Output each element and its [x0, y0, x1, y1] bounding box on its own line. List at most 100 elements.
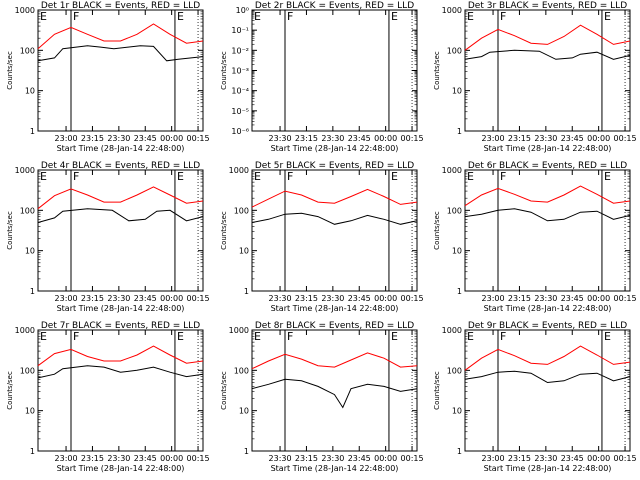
y-axis-label: Counts/sec [220, 211, 228, 250]
x-axis-label: Start Time (28-Jan-14 22:48:00) [57, 304, 185, 313]
series-line-events [464, 49, 631, 60]
x-tick-label: 23:30 [534, 134, 557, 143]
x-tick-label: 00:00 [374, 134, 397, 143]
chart-panel-8: Det 8r BLACK = Events, RED = LLD Counts/s… [220, 321, 424, 473]
y-tick-label: 1 [457, 287, 462, 296]
y-axis-label: Counts/sec [6, 211, 14, 250]
marker-label: E [391, 330, 398, 343]
x-axis-label: Start Time (28-Jan-14 22:48:00) [57, 464, 185, 473]
series-line-events [464, 208, 631, 222]
series-line-lld [251, 352, 418, 370]
x-tick-label: 00:15 [401, 454, 424, 463]
y-axis-label: Counts/sec [220, 51, 228, 90]
x-tick-label: 23:30 [269, 454, 292, 463]
marker-label: E [467, 170, 474, 183]
y-tick-label: 1000 [442, 6, 462, 15]
y-axis-label: Counts/sec [6, 371, 14, 410]
y-tick-label: 100 [447, 366, 462, 375]
x-tick-label: 23:45 [561, 134, 584, 143]
x-tick-label: 23:00 [482, 134, 505, 143]
x-tick-label: 23:00 [482, 294, 505, 303]
y-tick-label: 1000 [15, 6, 35, 15]
marker-label: E [40, 10, 47, 23]
x-tick-label: 23:15 [508, 454, 531, 463]
y-tick-label: 100 [447, 46, 462, 55]
plot-frame [464, 9, 631, 132]
x-tick-label: 23:15 [81, 134, 104, 143]
x-axis-label: Start Time (28-Jan-14 22:48:00) [271, 144, 399, 153]
x-tick-label: 23:45 [348, 454, 371, 463]
chart-panel-9: Det 9r BLACK = Events, RED = LLD Counts/s… [433, 321, 637, 473]
marker-label: F [500, 330, 506, 343]
marker-label: F [73, 330, 79, 343]
y-tick-label: 10 [25, 87, 35, 96]
y-tick-label: 1 [30, 447, 35, 456]
x-tick-label: 23:15 [81, 454, 104, 463]
plot-frame [251, 9, 418, 132]
series-line-events [251, 212, 418, 225]
series-line-lld [251, 188, 418, 208]
x-tick-label: 23:15 [508, 134, 531, 143]
series-line-lld [37, 186, 204, 210]
chart-panel-4: Det 4r BLACK = Events, RED = LLD Counts/s… [6, 161, 210, 313]
series-line-events [251, 378, 418, 409]
series-line-lld [464, 24, 631, 51]
x-tick-label: 00:00 [160, 294, 183, 303]
chart-panel-6: Det 6r BLACK = Events, RED = LLD Counts/s… [433, 161, 637, 313]
marker-label: F [500, 170, 506, 183]
marker-label: E [604, 330, 611, 343]
x-axis-label: Start Time (28-Jan-14 22:48:00) [484, 144, 612, 153]
y-tick-label: 1 [30, 127, 35, 136]
marker-label: E [177, 10, 184, 23]
y-tick-label: 100 [20, 366, 35, 375]
x-tick-label: 23:45 [348, 294, 371, 303]
plot-frame [464, 169, 631, 292]
y-tick-label: 10⁰ [236, 6, 249, 15]
x-tick-label: 23:30 [534, 294, 557, 303]
marker-label: E [40, 170, 47, 183]
y-tick-label: 10 [452, 407, 462, 416]
x-tick-label: 23:45 [348, 134, 371, 143]
y-tick-label: 10 [239, 407, 249, 416]
plot-frame [251, 329, 418, 452]
x-tick-label: 23:00 [55, 294, 78, 303]
x-tick-label: 00:15 [614, 294, 637, 303]
marker-label: E [467, 330, 474, 343]
y-tick-label: 10⁻⁴ [231, 87, 249, 96]
x-tick-label: 23:30 [534, 454, 557, 463]
x-tick-label: 00:00 [587, 454, 610, 463]
y-tick-label: 1 [244, 287, 249, 296]
y-axis-label: Counts/sec [433, 211, 441, 250]
plot-frame [464, 329, 631, 452]
x-tick-label: 00:15 [187, 454, 210, 463]
y-tick-label: 1 [30, 287, 35, 296]
x-axis-label: Start Time (28-Jan-14 22:48:00) [484, 304, 612, 313]
x-tick-label: 23:45 [134, 134, 157, 143]
y-tick-label: 100 [447, 206, 462, 215]
marker-label: E [254, 170, 261, 183]
y-tick-label: 100 [20, 206, 35, 215]
x-tick-label: 00:15 [401, 134, 424, 143]
marker-label: E [604, 10, 611, 23]
x-tick-label: 23:30 [321, 454, 344, 463]
x-tick-label: 23:30 [321, 294, 344, 303]
y-tick-label: 100 [234, 366, 249, 375]
x-tick-label: 23:30 [107, 294, 130, 303]
x-axis-label: Start Time (28-Jan-14 22:48:00) [271, 304, 399, 313]
marker-label: E [467, 10, 474, 23]
plot-frame [251, 169, 418, 292]
x-tick-label: 23:30 [107, 134, 130, 143]
x-tick-label: 23:15 [81, 294, 104, 303]
marker-label: F [500, 10, 506, 23]
x-tick-label: 23:30 [269, 294, 292, 303]
x-tick-label: 23:45 [561, 294, 584, 303]
x-tick-label: 23:15 [295, 134, 318, 143]
series-line-lld [37, 345, 204, 367]
chart-title: Det 8r BLACK = Events, RED = LLD [255, 321, 414, 331]
y-tick-label: 10⁻¹ [231, 26, 249, 35]
chart-panel-2: Det 2r BLACK = Events, RED = LLD Counts/s… [220, 1, 424, 153]
x-tick-label: 23:45 [561, 454, 584, 463]
y-tick-label: 1000 [229, 166, 249, 175]
x-axis-label: Start Time (28-Jan-14 22:48:00) [271, 464, 399, 473]
x-tick-label: 23:15 [295, 294, 318, 303]
